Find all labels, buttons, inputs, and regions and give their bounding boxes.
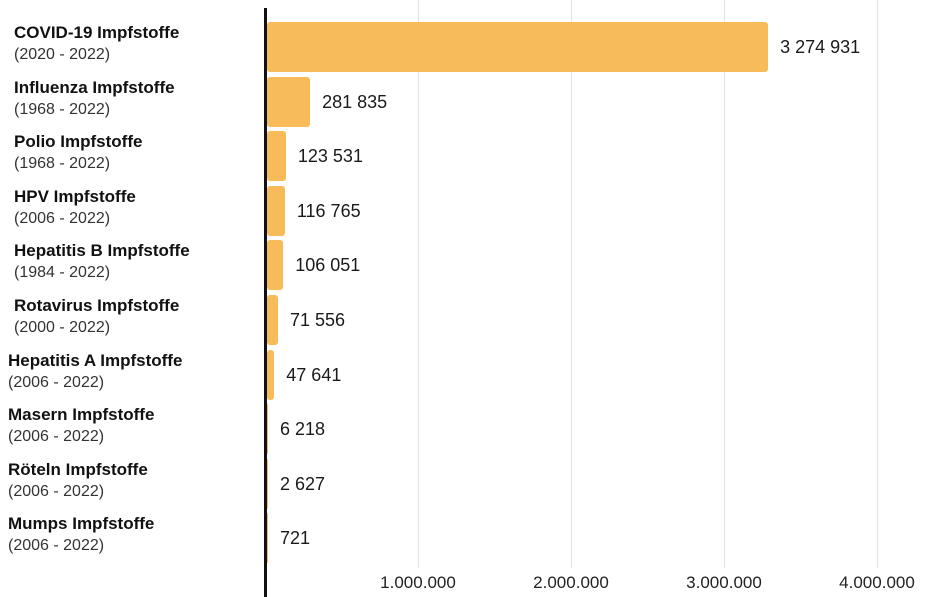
category-label: Rotavirus Impfstoffe (14, 296, 180, 315)
gridline (418, 0, 419, 568)
value-label: 71 556 (289, 310, 345, 330)
value-label: 47 641 (286, 364, 342, 385)
category-range-label: (2020 - 2022) (14, 46, 111, 63)
bar (267, 76, 311, 127)
bar (267, 458, 268, 509)
value-label: 721 (280, 528, 311, 549)
value-label: 6 218 (280, 419, 326, 440)
value-label: 2 627 (280, 473, 326, 494)
bar (267, 240, 284, 291)
x-tick-label: 4.000.000 (839, 573, 915, 592)
category-range-label: (2006 - 2022) (8, 373, 105, 391)
x-tick-label: 2.000.000 (533, 573, 609, 592)
bar (267, 131, 286, 182)
y-axis-line (264, 8, 267, 597)
category-label: Polio Impfstoffe (14, 132, 143, 152)
value-label: 281 835 (322, 91, 388, 112)
value-label: 116 765 (296, 200, 361, 221)
category-range-label: (2006 - 2022) (8, 428, 105, 446)
x-tick-label: 3.000.000 (686, 573, 762, 592)
category-range-label: (2006 - 2022) (8, 537, 105, 555)
x-tick-label: 1.000.000 (380, 573, 456, 592)
category-label: Hepatitis B Impfstoffe (14, 241, 190, 261)
category-label: Masern Impfstoffe (8, 405, 155, 425)
category-range-label: (2000 - 2022) (14, 319, 111, 336)
value-label: 106 051 (295, 255, 361, 276)
bar (267, 185, 285, 236)
bar (267, 22, 769, 72)
category-label: Hepatitis A Impfstoffe (8, 350, 183, 370)
category-label: HPV Impfstoffe (14, 186, 136, 206)
category-range-label: (1984 - 2022) (14, 264, 111, 282)
bar (267, 295, 278, 345)
value-label: 123 531 (297, 146, 363, 167)
category-label: COVID-19 Impfstoffe (14, 23, 180, 42)
category-range-label: (2006 - 2022) (14, 209, 111, 227)
category-label: Mumps Impfstoffe (8, 514, 155, 534)
category-range-label: (2006 - 2022) (8, 482, 105, 500)
value-label: 3 274 931 (780, 37, 861, 57)
category-label: Röteln Impfstoffe (8, 459, 148, 479)
bar (267, 513, 268, 564)
gridline (571, 0, 572, 568)
gridline (877, 0, 878, 568)
category-range-label: (1968 - 2022) (14, 155, 111, 173)
bar (267, 349, 275, 400)
category-range-label: (1968 - 2022) (14, 100, 111, 118)
category-label: Influenza Impfstoffe (14, 77, 175, 97)
gridline (724, 0, 725, 568)
bar (267, 404, 268, 455)
